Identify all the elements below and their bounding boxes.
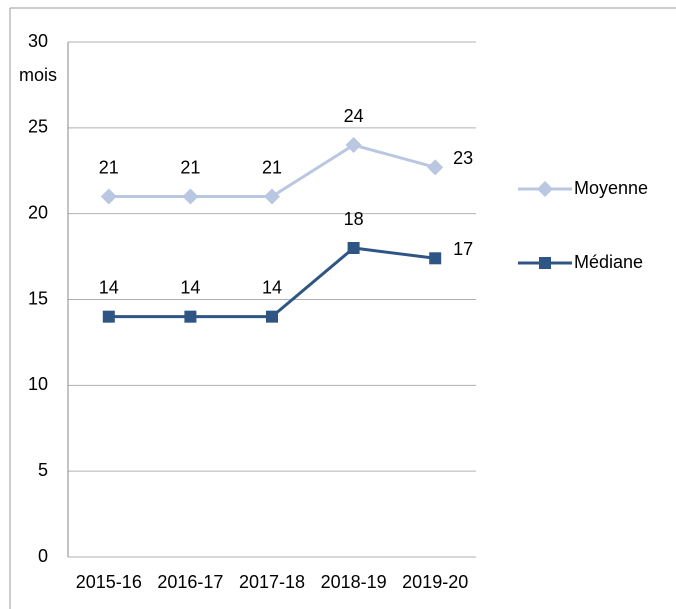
data-label: 18 <box>344 209 364 229</box>
point <box>182 188 199 205</box>
point <box>347 242 360 254</box>
point <box>429 252 442 265</box>
data-label: 24 <box>344 106 364 126</box>
y-tick-label: 30 <box>28 31 48 51</box>
legend-marker <box>537 181 553 197</box>
point <box>100 188 117 205</box>
x-tick-label: 2015-16 <box>76 572 142 592</box>
data-label: 23 <box>453 148 473 168</box>
y-axis-label: mois <box>19 65 57 85</box>
y-tick-label: 20 <box>28 202 48 222</box>
legend-marker <box>539 257 551 269</box>
data-label: 14 <box>262 277 282 297</box>
y-tick-label: 15 <box>28 288 48 308</box>
data-label: 14 <box>99 277 119 297</box>
point <box>427 159 444 176</box>
x-tick-label: 2016-17 <box>157 572 223 592</box>
data-label: 17 <box>453 239 473 259</box>
y-tick-label: 0 <box>38 546 48 566</box>
y-tick-label: 25 <box>28 117 48 137</box>
data-label: 21 <box>99 157 119 177</box>
legend-label: Moyenne <box>574 178 648 198</box>
data-label: 21 <box>180 157 200 177</box>
legend-label: Médiane <box>574 252 643 272</box>
point <box>102 310 115 323</box>
x-tick-label: 2019-20 <box>402 572 468 592</box>
data-label: 14 <box>180 277 200 297</box>
y-tick-label: 10 <box>28 374 48 394</box>
y-tick-label: 5 <box>38 460 48 480</box>
x-tick-label: 2018-19 <box>321 572 387 592</box>
point <box>264 188 280 205</box>
x-tick-label: 2017-18 <box>239 572 305 592</box>
point <box>184 310 197 323</box>
point <box>266 310 278 323</box>
data-label: 21 <box>262 157 282 177</box>
point <box>345 137 362 153</box>
